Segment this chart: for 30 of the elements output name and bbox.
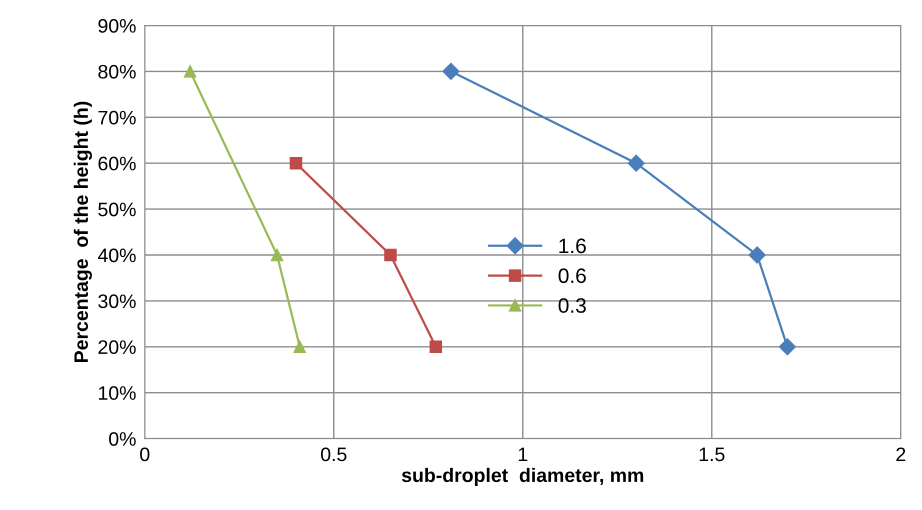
x-tick-label: 0.5	[321, 447, 346, 462]
y-tick-label: 40%	[98, 248, 136, 262]
y-tick-label: 50%	[98, 202, 136, 216]
point	[628, 154, 645, 172]
y-axis-title: Percentage of the height (h)	[74, 102, 92, 362]
point	[748, 246, 766, 264]
legend-label: 0.6	[558, 268, 586, 284]
x-tick-label: 1	[518, 448, 528, 462]
point	[430, 340, 442, 354]
y-tick-label: 10%	[98, 386, 136, 400]
y-tick-label: 0%	[109, 432, 136, 446]
x-axis-title: sub-droplet diameter, mm	[402, 468, 644, 486]
legend-label: 0.3	[558, 298, 586, 313]
y-tick-label: 70%	[98, 110, 136, 125]
point	[778, 338, 796, 356]
x-tick-label: 1.5	[700, 448, 724, 462]
y-tick-label: 30%	[98, 294, 136, 308]
point	[384, 248, 397, 262]
y-tick-label: 90%	[98, 18, 136, 33]
legend-label: 1.6	[559, 238, 586, 254]
point	[270, 248, 284, 262]
point	[290, 156, 302, 170]
point	[293, 340, 306, 354]
y-tick-label: 60%	[98, 156, 136, 170]
y-tick-label: 20%	[98, 340, 136, 354]
point	[184, 65, 196, 78]
x-tick-label: 2	[896, 447, 906, 462]
point	[442, 62, 460, 80]
x-tick-label: 0	[140, 447, 150, 462]
y-tick-label: 80%	[98, 64, 136, 79]
